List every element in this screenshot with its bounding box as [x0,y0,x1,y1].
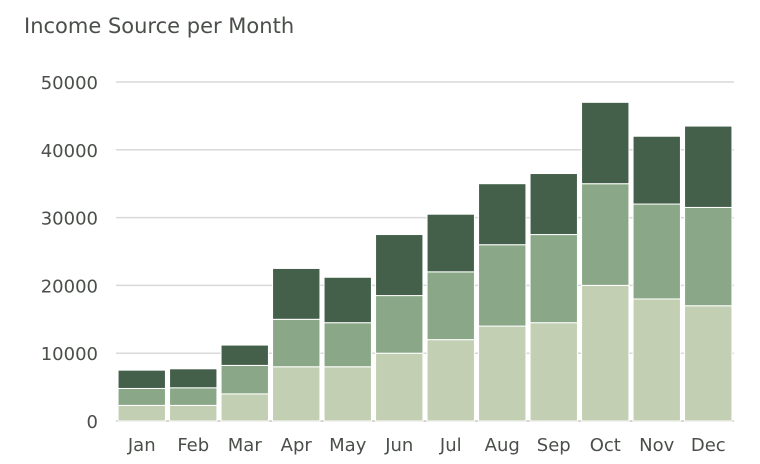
bar-segment [684,125,733,208]
x-tick-label: Nov [639,435,674,456]
bar-segment [323,276,372,324]
chart-title: Income Source per Month [24,14,295,38]
x-tick-label: Feb [177,435,209,456]
bar-segment [375,234,424,297]
y-tick-label: 10000 [41,344,98,365]
bar-segment [375,295,424,354]
bar-segment [117,369,166,389]
bar-segment [581,284,630,422]
bar-segment [169,404,218,422]
bar-segment [272,366,321,422]
bar-segment [529,234,578,324]
bar-segment [272,267,321,320]
x-axis-ticks: Jan Feb Mar Apr May Jun Jul Aug Sep Oct Nov Dec [127,435,726,456]
bar-segment [478,325,527,422]
y-tick-label: 30000 [41,209,98,230]
x-tick-label: Aug [485,435,520,456]
x-tick-label: May [329,435,367,456]
bar-segment [529,322,578,422]
x-tick-label: Sep [537,435,571,456]
bar-segment [220,393,269,422]
bar-segment [632,203,681,300]
bar-segment [581,183,630,286]
bar-segment [581,101,630,185]
bar-segment [323,366,372,422]
bar-segment [220,344,269,366]
bar-segment [117,387,166,406]
bar-segment [323,322,372,368]
bar-segment [529,173,578,236]
bar-segment [426,339,475,422]
y-tick-label: 40000 [41,141,98,162]
x-tick-label: Oct [590,435,621,456]
bar-segment [375,352,424,422]
bar-segment [220,364,269,395]
bar-segment [632,135,681,205]
x-tick-label: Mar [228,435,263,456]
bar-segment [632,298,681,422]
bar-segment [684,206,733,307]
x-tick-label: Jan [127,435,156,456]
bar-segment [117,404,166,422]
y-tick-label: 0 [87,412,98,433]
y-tick-label: 20000 [41,276,98,297]
y-axis-ticks: 0 10000 20000 30000 40000 50000 [41,73,98,433]
y-tick-label: 50000 [41,73,98,94]
bar-segment [169,387,218,406]
bar-segment [684,305,733,422]
x-tick-label: Jul [439,435,462,456]
gridlines [116,81,734,422]
bars [117,101,733,422]
bar-segment [426,213,475,273]
x-tick-label: Jun [384,435,413,456]
bar-segment [426,271,475,341]
x-tick-label: Dec [691,435,726,456]
bar-segment [478,183,527,246]
bar-segment [478,244,527,327]
x-tick-label: Apr [281,435,313,456]
bar-segment [169,368,218,389]
bar-segment [272,318,321,368]
